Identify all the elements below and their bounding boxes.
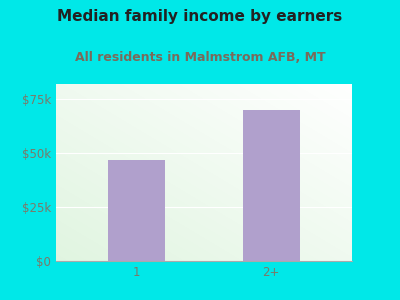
Bar [243, 110, 300, 261]
Text: All residents in Malmstrom AFB, MT: All residents in Malmstrom AFB, MT [75, 51, 325, 64]
Text: Median family income by earners: Median family income by earners [57, 9, 343, 24]
Bar [108, 160, 165, 261]
